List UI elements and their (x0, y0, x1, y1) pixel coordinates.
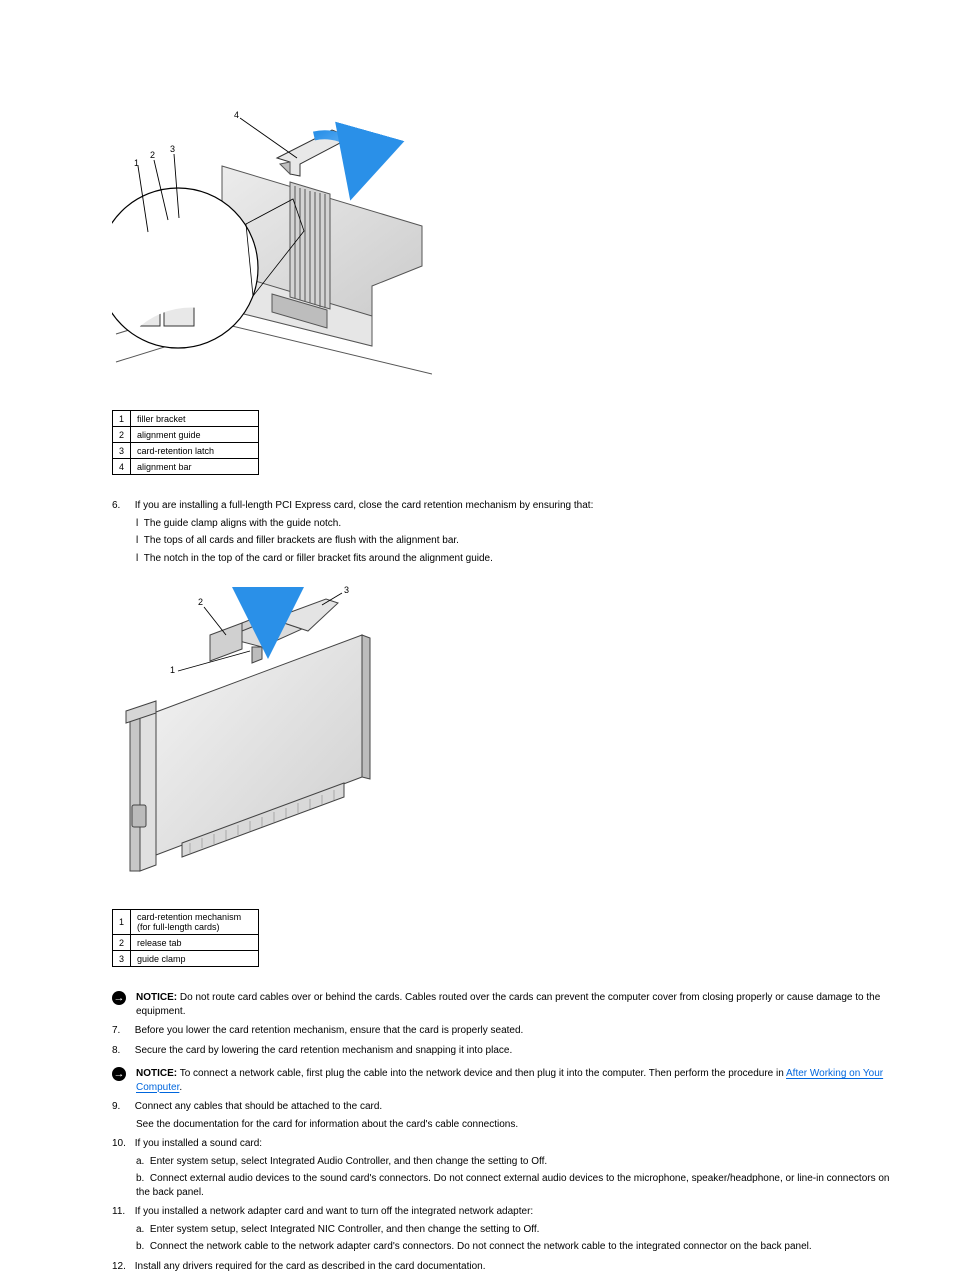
step-10b: b. Connect external audio devices to the… (136, 1172, 904, 1199)
legend-num: 1 (113, 411, 131, 427)
step-text: Secure the card by lowering the card ret… (135, 1045, 512, 1056)
step-9: 9. Connect any cables that should be att… (112, 1100, 904, 1114)
legend-text: alignment guide (131, 427, 259, 443)
figure-2: 2 3 1 (112, 575, 904, 895)
legend-text: guide clamp (131, 951, 259, 967)
step-text: Before you lower the card retention mech… (135, 1025, 524, 1036)
step-6-bullet: l The tops of all cards and filler brack… (136, 534, 904, 548)
legend-text: filler bracket (131, 411, 259, 427)
step-6-bullet: l The guide clamp aligns with the guide … (136, 517, 904, 531)
step-11b: b. Connect the network cable to the netw… (136, 1240, 904, 1254)
figure-1-svg: 1 2 3 4 (112, 96, 432, 396)
fig2-callout-3: 3 (344, 585, 349, 595)
step-number: 7. (112, 1024, 132, 1038)
notice-text: To connect a network cable, first plug t… (180, 1068, 786, 1079)
legend-num: 3 (113, 443, 131, 459)
notice-icon: → (112, 1067, 126, 1081)
step-10a: a. Enter system setup, select Integrated… (136, 1155, 904, 1169)
legend-num: 2 (113, 427, 131, 443)
step-number: 6. (112, 499, 132, 513)
step-10: 10. If you installed a sound card: (112, 1137, 904, 1151)
step-7: 7. Before you lower the card retention m… (112, 1024, 904, 1038)
figure-2-legend: 1 card-retention mechanism (for full-len… (112, 909, 259, 967)
step-text: If you installed a network adapter card … (135, 1206, 533, 1217)
notice-label: NOTICE: (136, 1068, 177, 1079)
step-number: 10. (112, 1137, 132, 1151)
legend-num: 4 (113, 459, 131, 475)
legend-text: card-retention mechanism (for full-lengt… (131, 910, 259, 935)
fig1-callout-1: 1 (134, 158, 139, 168)
step-text: If you installed a sound card: (135, 1138, 262, 1149)
legend-text: alignment bar (131, 459, 259, 475)
legend-text: release tab (131, 935, 259, 951)
step-number: 9. (112, 1100, 132, 1114)
step-11: 11. If you installed a network adapter c… (112, 1205, 904, 1219)
step-9-sub: See the documentation for the card for i… (136, 1118, 904, 1132)
step-text: Install any drivers required for the car… (135, 1261, 486, 1272)
fig2-callout-2: 2 (198, 597, 203, 607)
legend-num: 2 (113, 935, 131, 951)
legend-num: 1 (113, 910, 131, 935)
notice-label: NOTICE: (136, 992, 177, 1003)
fig1-callout-3: 3 (170, 144, 175, 154)
notice-1: → NOTICE: Do not route card cables over … (112, 991, 904, 1018)
step-number: 11. (112, 1205, 132, 1219)
legend-num: 3 (113, 951, 131, 967)
figure-1: 1 2 3 4 (112, 96, 904, 396)
fig1-callout-4: 4 (234, 110, 239, 120)
figure-2-svg: 2 3 1 (112, 575, 412, 895)
step-number: 12. (112, 1260, 132, 1274)
step-number: 8. (112, 1044, 132, 1058)
step-11a: a. Enter system setup, select Integrated… (136, 1223, 904, 1237)
fig1-callout-2: 2 (150, 150, 155, 160)
step-12: 12. Install any drivers required for the… (112, 1260, 904, 1274)
figure-1-legend: 1 filler bracket 2 alignment guide 3 car… (112, 410, 259, 475)
step-8: 8. Secure the card by lowering the card … (112, 1044, 904, 1058)
step-6-bullet: l The notch in the top of the card or fi… (136, 552, 904, 566)
notice-text: Do not route card cables over or behind … (136, 992, 880, 1017)
notice-icon: → (112, 991, 126, 1005)
fig2-callout-1: 1 (170, 665, 175, 675)
notice-2: → NOTICE: To connect a network cable, fi… (112, 1067, 904, 1094)
step-text: If you are installing a full-length PCI … (135, 500, 594, 511)
notice-text-b: . (179, 1082, 182, 1093)
step-6: 6. If you are installing a full-length P… (112, 499, 904, 513)
legend-text: card-retention latch (131, 443, 259, 459)
step-text: Connect any cables that should be attach… (135, 1101, 382, 1112)
